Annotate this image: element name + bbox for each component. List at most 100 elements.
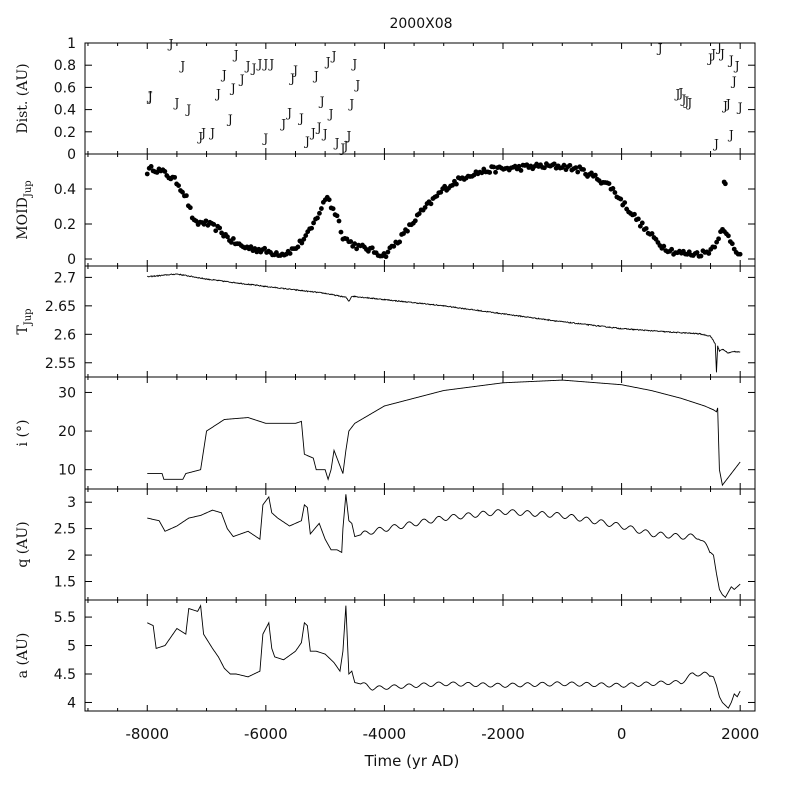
moid-point: [661, 243, 667, 249]
moid-point: [416, 211, 422, 217]
y-tick-label: 2.6: [54, 327, 76, 343]
y-axis-label-q: q (AU): [15, 521, 31, 567]
moid-point: [309, 225, 315, 231]
moid-point: [635, 216, 641, 222]
panel-frame-incl: [84, 376, 756, 490]
y-tick-label: 1.5: [54, 575, 76, 591]
moid-point: [581, 167, 586, 172]
jupiter-approach-point: J: [730, 75, 737, 89]
moid-point: [716, 236, 721, 242]
moid-point: [225, 234, 230, 240]
moid-point: [442, 183, 448, 189]
x-tick-label: -4000: [363, 725, 407, 743]
y-tick-label: 4.5: [54, 667, 76, 683]
jupiter-approach-point: J: [146, 90, 153, 104]
panel-frame-a: [84, 599, 756, 712]
jupiter-approach-point: J: [220, 68, 227, 82]
y-tick-label: 1: [67, 36, 76, 52]
moid-point: [334, 213, 340, 219]
moid-point: [567, 162, 573, 168]
x-tick-label: -2000: [481, 725, 525, 743]
x-axis-label: Time (yr AD): [364, 752, 460, 770]
moid-point: [248, 244, 254, 250]
jupiter-approach-point: J: [321, 127, 328, 141]
moid-point: [622, 200, 628, 205]
y-tick-label: 30: [58, 385, 76, 401]
jupiter-approach-point: J: [676, 86, 683, 100]
moid-point: [729, 241, 735, 247]
moid-point: [172, 174, 178, 180]
moid-point: [491, 164, 496, 170]
jupiter-approach-point: J: [718, 47, 725, 61]
jupiter-approach-point: J: [288, 71, 295, 85]
moid-point: [454, 181, 459, 187]
jupiter-approach-point: J: [679, 93, 686, 107]
moid-point: [493, 169, 498, 175]
y-tick-label: 20: [58, 424, 76, 440]
moid-point: [639, 220, 645, 226]
moid-point: [649, 231, 655, 236]
panel-moid: 0 0.2 0.4 MOIDJup: [15, 153, 756, 268]
moid-point: [385, 249, 391, 255]
moid-point: [317, 210, 322, 216]
jupiter-approach-point: J: [229, 81, 236, 95]
y-tick-label: 0.6: [54, 80, 76, 96]
moid-point: [391, 243, 397, 249]
jupiter-approach-point: J: [226, 112, 233, 126]
jupiter-approach-point: J: [721, 99, 728, 113]
moid-point: [211, 222, 217, 227]
y-tick-label: 0: [67, 147, 76, 163]
jupiter-approach-point: J: [712, 137, 719, 151]
y-tick-label: 0.8: [54, 58, 76, 74]
moid-point: [397, 239, 403, 245]
moid-point: [217, 225, 223, 231]
moid-point: [725, 233, 731, 239]
moid-point: [450, 182, 455, 188]
moid-point: [144, 171, 150, 177]
series-line-tjup: [147, 273, 741, 373]
jupiter-approach-point: J: [727, 54, 734, 68]
moid-point: [551, 161, 557, 167]
moid-point: [348, 239, 354, 244]
moid-point: [287, 251, 293, 256]
panel-tjup: 2.55 2.6 2.65 2.7 TJup: [15, 265, 756, 378]
jupiter-approach-point: J: [285, 106, 292, 120]
jupiter-approach-point: J: [309, 126, 316, 140]
y-tick-label: 0: [67, 252, 76, 268]
y-tick-label: 5.5: [54, 610, 76, 626]
y-tick-label: 2.55: [45, 356, 76, 372]
jupiter-approach-point: J: [736, 100, 743, 114]
jupiter-approach-point: J: [250, 61, 257, 75]
panel-a: 4 4.5 5 5.5 a (AU): [15, 599, 756, 712]
jupiter-approach-point: J: [261, 131, 268, 145]
series-line-incl: [147, 379, 741, 487]
jupiter-approach-point: J: [244, 59, 251, 73]
jupiter-approach-point: J: [706, 51, 713, 65]
jupiter-approach-point: J: [709, 47, 716, 61]
moid-point: [737, 251, 743, 257]
moid-point: [487, 170, 493, 175]
jupiter-approach-point: J: [674, 87, 681, 101]
y-axis-label-moid: MOIDJup: [15, 180, 34, 239]
moid-point: [183, 193, 189, 199]
y-tick-label: 10: [58, 463, 76, 479]
moid-point: [213, 228, 219, 234]
panel-frame-q: [84, 488, 756, 601]
jupiter-approach-point: J: [172, 96, 179, 110]
panel-incl: 10 20 30 i (°): [15, 376, 756, 490]
moid-point: [262, 245, 268, 251]
moid-point: [573, 165, 579, 171]
jupiter-approach-point: J: [291, 64, 298, 78]
moid-point: [336, 218, 342, 224]
jupiter-approach-point: J: [184, 102, 191, 116]
moid-point: [561, 162, 567, 168]
moid-point: [148, 164, 154, 169]
jupiter-approach-point: J: [733, 59, 740, 73]
jupiter-approach-point: J: [196, 130, 203, 144]
y-tick-label: 2.65: [45, 299, 76, 315]
jupiter-approach-point: J: [330, 49, 337, 63]
moid-point: [669, 246, 675, 252]
